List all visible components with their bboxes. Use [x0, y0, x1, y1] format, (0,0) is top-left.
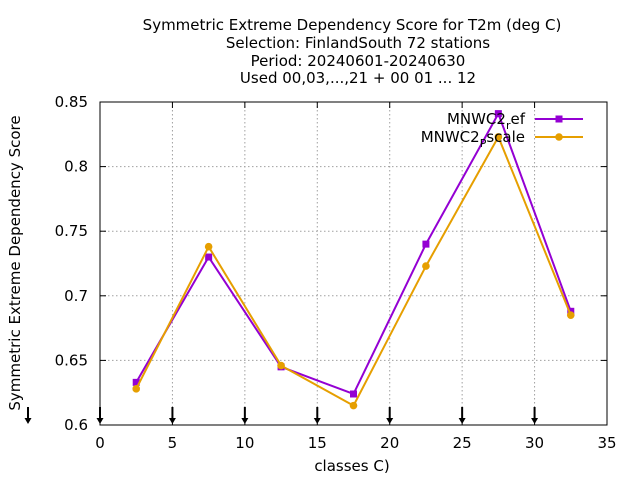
- series-point: [277, 361, 285, 370]
- x-tick-label: 25: [453, 434, 472, 452]
- legend-item-1: MNWC2ref: [447, 110, 583, 132]
- x-tick-labels: 0 5 10 15 20 25 30 35: [95, 434, 616, 452]
- series-2: [132, 133, 575, 410]
- x-tick-label: 10: [235, 434, 254, 452]
- series-point: [494, 110, 502, 118]
- series: [132, 110, 575, 410]
- series-point: [422, 240, 430, 248]
- bottom-marker: [458, 407, 466, 424]
- y-axis-label: Symmetric Extreme Dependency Score: [6, 115, 24, 410]
- title-line-3: Period: 20240601-20240630: [251, 52, 466, 70]
- legend-label: MNWC2ref: [447, 110, 526, 132]
- plot-frame: [99, 101, 608, 426]
- y-tick-labels: 0.6 0.65 0.7 0.75 0.8 0.85: [55, 93, 88, 434]
- title-line-2: Selection: FinlandSouth 72 stations: [226, 34, 490, 52]
- bottom-markers: [24, 407, 539, 424]
- bottom-marker: [96, 407, 104, 424]
- x-tick-label: 15: [308, 434, 327, 452]
- x-tick-label: 0: [95, 434, 105, 452]
- x-tick-label: 20: [380, 434, 399, 452]
- bottom-marker: [531, 407, 539, 424]
- series-1: [132, 110, 575, 398]
- legend-label: MNWC2Pscale: [421, 128, 525, 150]
- axis-ticks: [99, 101, 608, 426]
- series-point: [132, 378, 140, 386]
- y-tick-label: 0.65: [55, 351, 88, 369]
- y-tick-label: 0.8: [64, 158, 88, 176]
- grid: [100, 102, 607, 425]
- series-point: [204, 242, 213, 251]
- title-line-1: Symmetric Extreme Dependency Score for T…: [143, 16, 562, 34]
- title-line-4: Used 00,03,...,21 + 00 01 ... 12: [240, 69, 476, 87]
- y-tick-label: 0.7: [64, 287, 88, 305]
- legend-marker: [555, 115, 563, 123]
- bottom-marker: [168, 407, 176, 424]
- series-point: [205, 253, 213, 261]
- series-point: [349, 401, 358, 410]
- y-tick-label: 0.6: [64, 416, 88, 434]
- chart-title: Symmetric Extreme Dependency Score for T…: [143, 16, 562, 87]
- x-tick-label: 30: [525, 434, 544, 452]
- x-tick-label: 5: [168, 434, 178, 452]
- bottom-marker: [313, 407, 321, 424]
- y-axis-marker: [24, 407, 32, 424]
- series-point: [566, 311, 575, 319]
- series-point: [350, 390, 357, 398]
- series-point: [422, 262, 430, 270]
- y-tick-label: 0.75: [55, 222, 88, 240]
- bottom-marker: [241, 407, 249, 424]
- legend-item-2: MNWC2Pscale: [421, 128, 583, 150]
- bottom-marker: [386, 407, 394, 424]
- series-point: [567, 307, 575, 315]
- series-point: [132, 385, 141, 393]
- legend-marker: [555, 133, 563, 141]
- x-axis-label: classes C): [314, 457, 389, 475]
- y-tick-label: 0.85: [55, 93, 88, 111]
- series-point: [494, 133, 503, 141]
- x-tick-label: 35: [597, 434, 616, 452]
